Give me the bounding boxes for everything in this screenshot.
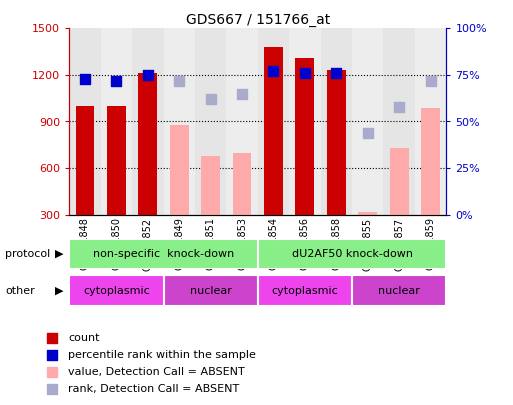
Point — [48, 335, 56, 341]
Point — [301, 70, 309, 76]
Bar — [390, 148, 408, 215]
Bar — [421, 107, 440, 215]
Bar — [264, 47, 283, 215]
Bar — [226, 28, 258, 215]
Bar — [101, 28, 132, 215]
Bar — [295, 58, 314, 215]
Bar — [258, 239, 446, 269]
Bar — [415, 28, 446, 215]
Bar — [107, 106, 126, 215]
Point — [112, 77, 121, 84]
Point — [144, 72, 152, 78]
Bar — [139, 73, 157, 215]
Text: dU2AF50 knock-down: dU2AF50 knock-down — [291, 249, 412, 259]
Bar — [352, 28, 383, 215]
Text: value, Detection Call = ABSENT: value, Detection Call = ABSENT — [68, 367, 245, 377]
Text: ▶: ▶ — [55, 249, 63, 259]
Bar — [69, 28, 101, 215]
Point — [48, 369, 56, 375]
Point — [175, 77, 183, 84]
Text: count: count — [68, 333, 100, 343]
Point — [332, 70, 341, 76]
Bar — [164, 275, 258, 306]
Bar — [258, 28, 289, 215]
Bar — [170, 125, 189, 215]
Bar — [321, 28, 352, 215]
Point — [81, 75, 89, 82]
Point — [207, 96, 215, 102]
Bar — [69, 275, 164, 306]
Bar — [358, 211, 377, 215]
Point — [395, 103, 403, 110]
Point — [364, 130, 372, 136]
Bar — [233, 153, 251, 215]
Point — [238, 90, 246, 97]
Bar — [327, 70, 346, 215]
Bar — [195, 28, 226, 215]
Text: other: other — [5, 286, 35, 296]
Bar — [69, 239, 258, 269]
Bar — [383, 28, 415, 215]
Text: cytoplasmic: cytoplasmic — [83, 286, 150, 296]
Bar — [201, 156, 220, 215]
Title: GDS667 / 151766_at: GDS667 / 151766_at — [186, 13, 330, 27]
Text: cytoplasmic: cytoplasmic — [271, 286, 338, 296]
Bar — [132, 28, 164, 215]
Text: rank, Detection Call = ABSENT: rank, Detection Call = ABSENT — [68, 384, 240, 394]
Bar — [164, 28, 195, 215]
Text: non-specific  knock-down: non-specific knock-down — [93, 249, 234, 259]
Text: percentile rank within the sample: percentile rank within the sample — [68, 350, 256, 360]
Point — [48, 352, 56, 358]
Text: nuclear: nuclear — [190, 286, 231, 296]
Text: protocol: protocol — [5, 249, 50, 259]
Bar — [258, 275, 352, 306]
Bar — [75, 106, 94, 215]
Text: nuclear: nuclear — [378, 286, 420, 296]
Point — [48, 386, 56, 392]
Text: ▶: ▶ — [55, 286, 63, 296]
Point — [426, 77, 435, 84]
Bar — [289, 28, 321, 215]
Point — [269, 68, 278, 75]
Bar — [352, 275, 446, 306]
